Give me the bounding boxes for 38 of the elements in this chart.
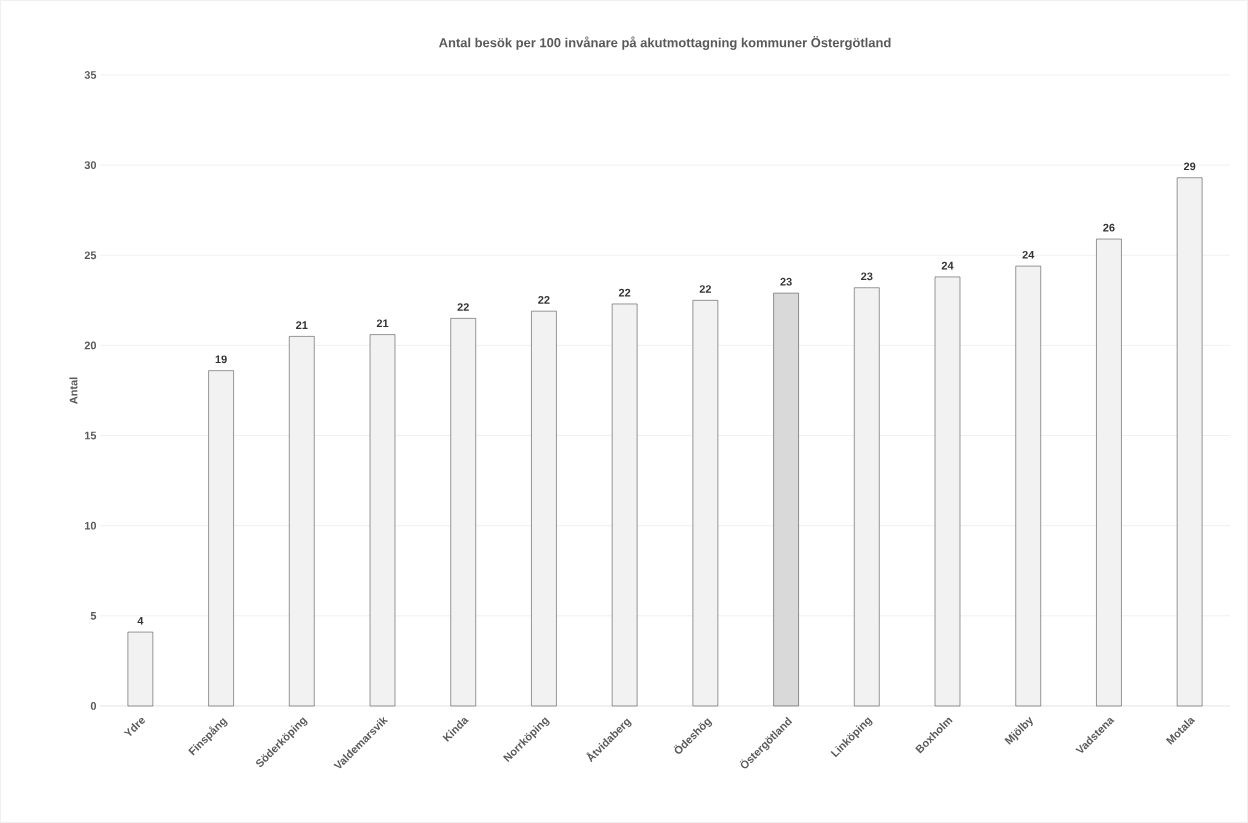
bar bbox=[531, 310, 557, 707]
y-tick-label: 35 bbox=[84, 71, 97, 79]
bar bbox=[369, 334, 396, 707]
data-label: 24 bbox=[1022, 250, 1035, 259]
x-tick-label: Ydre bbox=[123, 717, 145, 737]
bar bbox=[450, 318, 476, 707]
y-tick-label: 20 bbox=[84, 341, 97, 350]
y-tick-label: 5 bbox=[90, 612, 97, 620]
data-label: 22 bbox=[538, 296, 550, 304]
y-axis-title: Antal bbox=[69, 377, 78, 404]
bar bbox=[289, 336, 315, 707]
bar bbox=[934, 276, 961, 707]
bar bbox=[692, 300, 719, 707]
y-tick-label: 0 bbox=[90, 702, 97, 710]
data-label: 22 bbox=[699, 285, 712, 293]
data-label: 22 bbox=[457, 303, 469, 311]
data-label: 29 bbox=[1183, 162, 1196, 171]
data-label: 19 bbox=[215, 355, 227, 364]
data-label: 24 bbox=[941, 261, 954, 270]
y-tick-label: 10 bbox=[84, 521, 97, 530]
bar bbox=[854, 287, 880, 707]
bar bbox=[127, 631, 154, 707]
y-tick-label: 25 bbox=[84, 251, 97, 260]
y-tick-label: 30 bbox=[84, 161, 97, 170]
bar bbox=[1096, 238, 1122, 707]
y-tick-label: 15 bbox=[84, 431, 97, 440]
bar bbox=[611, 303, 638, 707]
bar bbox=[208, 370, 234, 707]
data-label: 4 bbox=[137, 617, 144, 625]
data-label: 21 bbox=[296, 321, 308, 329]
data-label: 23 bbox=[861, 272, 873, 281]
data-label: 22 bbox=[618, 288, 631, 297]
bar bbox=[1015, 265, 1041, 707]
data-label: 23 bbox=[780, 277, 792, 286]
bar bbox=[1176, 177, 1203, 707]
data-label: 21 bbox=[376, 319, 389, 328]
data-label: 26 bbox=[1103, 223, 1115, 232]
chart-title: Antal besök per 100 invånare på akutmottagning kommuner Östergötland bbox=[438, 36, 891, 50]
